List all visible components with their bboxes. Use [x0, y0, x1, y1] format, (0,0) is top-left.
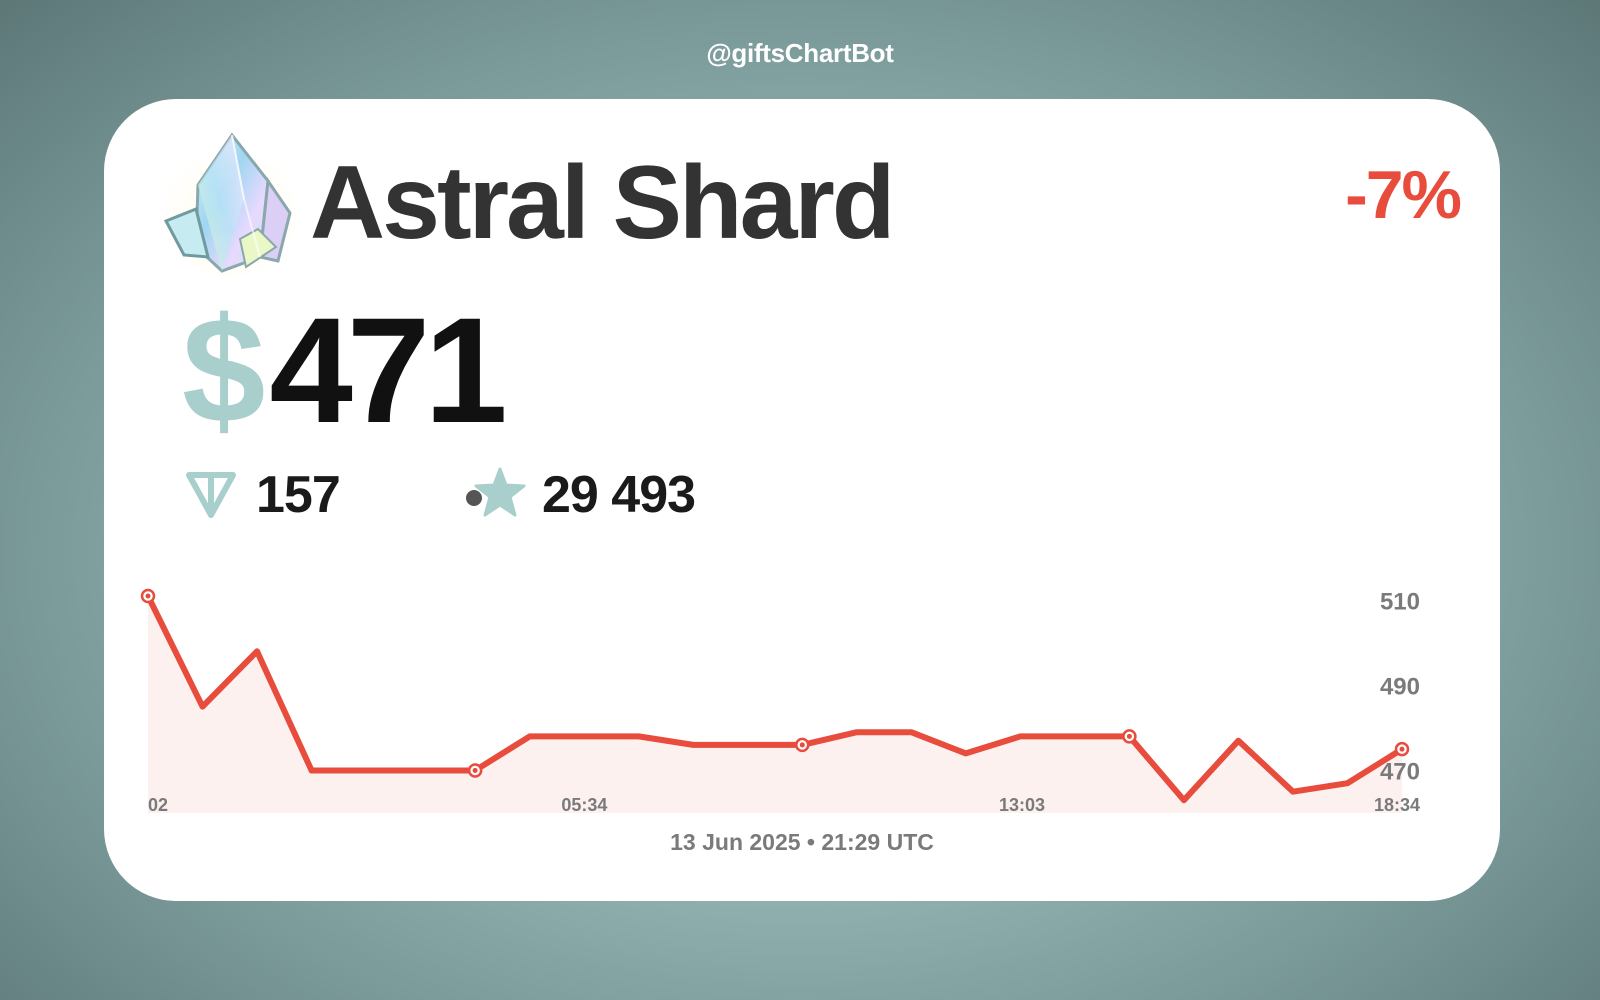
price-row: $471: [182, 295, 508, 445]
x-tick-label: 02: [148, 795, 168, 815]
data-point-marker-core: [472, 767, 478, 773]
gift-name: Astral Shard: [310, 145, 895, 261]
data-point-marker-core: [145, 593, 151, 599]
y-tick-label: 470: [1380, 758, 1420, 785]
x-tick-label: 13:03: [999, 795, 1045, 815]
price-change-badge: -7%: [1345, 157, 1462, 233]
stars-value: 29 493: [542, 466, 696, 524]
price-chart: 470 490 510 02 05:34 13:03 18:34: [140, 588, 1420, 815]
star-icon: [474, 467, 526, 517]
data-point-marker-core: [799, 742, 805, 748]
data-point-marker-core: [1126, 733, 1132, 739]
ton-value: 157: [256, 466, 341, 524]
timestamp: 13 Jun 2025 • 21:29 UTC: [670, 829, 934, 855]
price-area: [148, 596, 1402, 813]
crystal-shard-icon: [162, 132, 298, 277]
y-tick-label: 490: [1380, 673, 1420, 700]
data-point-marker-core: [1399, 746, 1405, 752]
price-value: 471: [269, 286, 507, 454]
price-line: [145, 593, 1405, 804]
separator-dot: [466, 490, 482, 506]
currency-symbol: $: [182, 286, 265, 454]
y-tick-label: 510: [1380, 588, 1420, 615]
x-tick-label: 05:34: [561, 795, 607, 815]
ton-icon: [186, 472, 236, 518]
gift-card: Astral Shard -7% $471 157 29 493 470 490 5…: [104, 99, 1500, 901]
x-tick-label: 18:34: [1374, 795, 1420, 815]
bot-handle: @giftsChartBot: [706, 38, 894, 68]
